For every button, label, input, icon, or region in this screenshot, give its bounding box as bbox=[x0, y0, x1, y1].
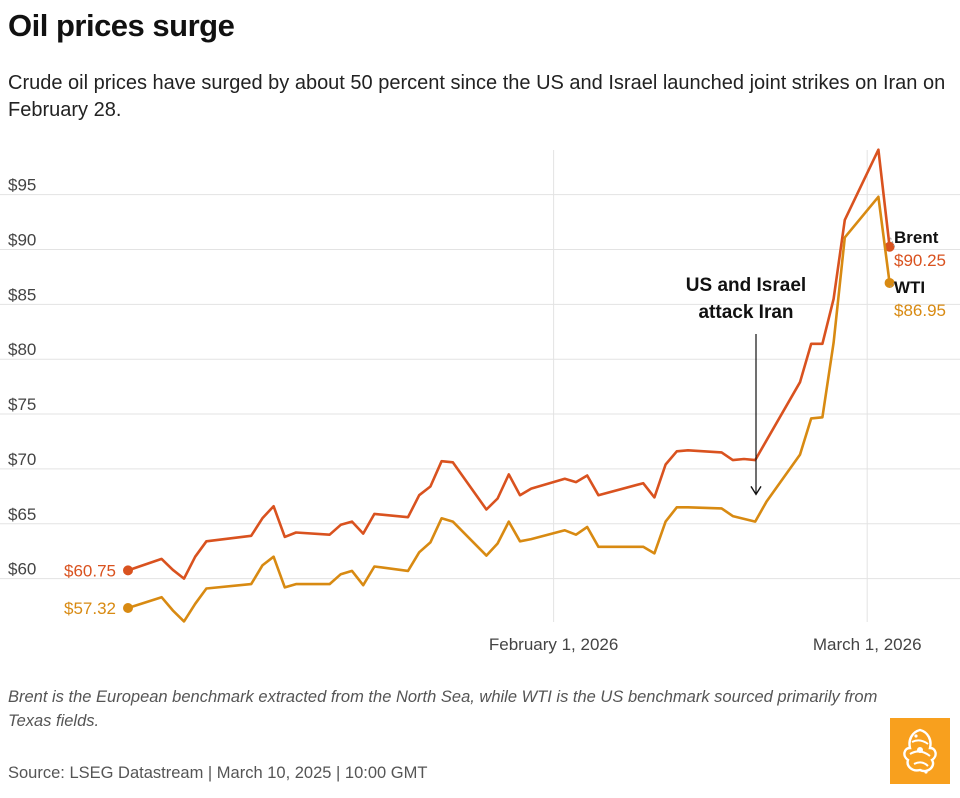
end-value-label-wti: $86.95 bbox=[894, 301, 946, 320]
end-label-leader-wti bbox=[889, 282, 895, 288]
al-jazeera-logo bbox=[890, 718, 950, 784]
y-tick-label: $65 bbox=[8, 505, 36, 524]
x-tick-label: February 1, 2026 bbox=[489, 635, 618, 654]
start-value-label-wti: $57.32 bbox=[64, 599, 116, 618]
y-tick-label: $75 bbox=[8, 395, 36, 414]
x-tick-label: March 1, 2026 bbox=[813, 635, 922, 654]
al-jazeera-logo-icon bbox=[903, 728, 937, 774]
end-value-label-brent: $90.25 bbox=[894, 251, 946, 270]
y-tick-label: $95 bbox=[8, 176, 36, 195]
annotation-text-line: attack Iran bbox=[698, 302, 793, 323]
oil-price-line-chart: $60 $65 $70 $75 $80 $85 $90 $95 February 1, 2026… bbox=[0, 148, 960, 654]
series-end-marker-brent bbox=[884, 241, 895, 252]
series-name-label-brent: Brent bbox=[894, 228, 939, 247]
annotation-text-line: US and Israel bbox=[686, 275, 806, 296]
chart-subtitle: Crude oil prices have surged by about 50… bbox=[8, 72, 946, 121]
y-tick-label: $80 bbox=[8, 340, 36, 359]
chart-title: Oil prices surge bbox=[8, 8, 235, 43]
y-tick-label: $60 bbox=[8, 560, 36, 579]
annotation-arrow-head bbox=[750, 485, 762, 496]
series-line-brent bbox=[126, 148, 891, 580]
series-start-marker-wti bbox=[123, 602, 133, 613]
series-end-marker-wti bbox=[884, 277, 895, 288]
footnote: Brent is the European benchmark extracte… bbox=[8, 688, 878, 730]
series-start-marker-brent bbox=[123, 565, 133, 576]
series-line-wti bbox=[126, 195, 891, 623]
y-tick-label: $85 bbox=[8, 285, 36, 304]
y-tick-label: $90 bbox=[8, 231, 36, 250]
end-label-leader-brent bbox=[889, 236, 896, 247]
y-tick-label: $70 bbox=[8, 450, 36, 469]
start-value-label-brent: $60.75 bbox=[64, 561, 116, 580]
source-line: Source: LSEG Datastream | March 10, 2025… bbox=[8, 764, 428, 782]
series-name-label-wti: WTI bbox=[894, 278, 925, 297]
